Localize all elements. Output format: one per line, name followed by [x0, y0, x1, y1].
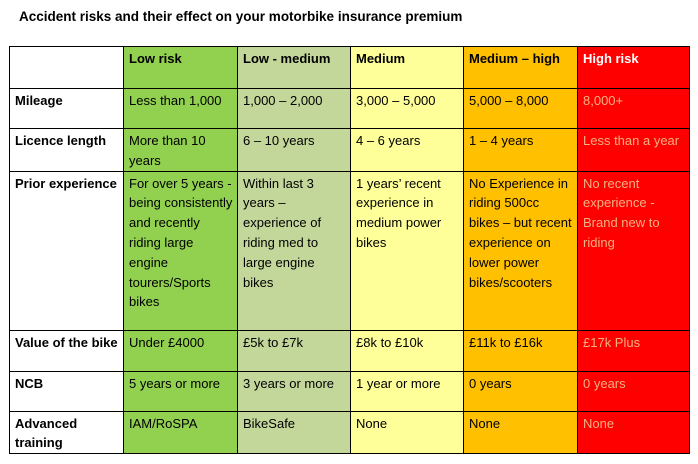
- table-row-mileage: Mileage Less than 1,000 1,000 – 2,000 3,…: [9, 88, 690, 129]
- page-title: Accident risks and their effect on your …: [19, 9, 463, 24]
- table-cell: Less than 1,000: [123, 88, 238, 129]
- column-header-high-risk: High risk: [577, 46, 690, 89]
- table-cell: Under £4000: [123, 329, 238, 372]
- risk-table: Low risk Low - medium Medium Medium – hi…: [9, 46, 690, 455]
- row-header: Mileage: [9, 88, 124, 129]
- table-cell: 8,000+: [577, 88, 690, 129]
- table-cell: Less than a year: [577, 128, 690, 172]
- row-header: Advanced training: [9, 410, 124, 455]
- table-cell: 5,000 – 8,000: [463, 88, 578, 129]
- table-cell: 1 years’ recent experience in medium pow…: [350, 170, 464, 331]
- table-cell: 5 years or more: [123, 370, 238, 412]
- table-cell: 1 year or more: [350, 370, 464, 412]
- table-cell: IAM/RoSPA: [123, 410, 238, 455]
- table-cell: 4 – 6 years: [350, 128, 464, 172]
- table-cell: 1,000 – 2,000: [237, 88, 351, 129]
- table-cell: £17k Plus: [577, 329, 690, 372]
- table-cell: 3,000 – 5,000: [350, 88, 464, 129]
- table-cell: £5k to £7k: [237, 329, 351, 372]
- row-header: Licence length: [9, 128, 124, 172]
- column-header-medium: Medium: [350, 46, 464, 89]
- row-header: Prior experience: [9, 170, 124, 331]
- table-cell: £11k to £16k: [463, 329, 578, 372]
- table-cell: 0 years: [463, 370, 578, 412]
- header-row: Low risk Low - medium Medium Medium – hi…: [9, 46, 690, 89]
- table-row-value-of-bike: Value of the bike Under £4000 £5k to £7k…: [9, 329, 690, 372]
- row-header: Value of the bike: [9, 329, 124, 372]
- column-header-medium-high: Medium – high: [463, 46, 578, 89]
- table-cell: No recent experience - Brand new to ridi…: [577, 170, 690, 331]
- table-row-licence-length: Licence length More than 10 years 6 – 10…: [9, 128, 690, 172]
- table-cell: Within last 3 years – experience of ridi…: [237, 170, 351, 331]
- table-cell: None: [577, 410, 690, 455]
- table-cell: BikeSafe: [237, 410, 351, 455]
- table-cell: None: [350, 410, 464, 455]
- table-row-ncb: NCB 5 years or more 3 years or more 1 ye…: [9, 370, 690, 412]
- table-row-advanced-training: Advanced training IAM/RoSPA BikeSafe Non…: [9, 410, 690, 455]
- table-cell: 3 years or more: [237, 370, 351, 412]
- table-row-prior-experience: Prior experience For over 5 years - bein…: [9, 170, 690, 331]
- column-header-low-risk: Low risk: [123, 46, 238, 89]
- table-cell: 1 – 4 years: [463, 128, 578, 172]
- table-cell: No Experience in riding 500cc bikes – bu…: [463, 170, 578, 331]
- table-cell: 0 years: [577, 370, 690, 412]
- column-header-low-medium: Low - medium: [237, 46, 351, 89]
- table-cell: None: [463, 410, 578, 455]
- corner-cell: [9, 46, 124, 89]
- table-cell: More than 10 years: [123, 128, 238, 172]
- table-cell: For over 5 years - being consistently an…: [123, 170, 238, 331]
- row-header: NCB: [9, 370, 124, 412]
- table-cell: £8k to £10k: [350, 329, 464, 372]
- table-cell: 6 – 10 years: [237, 128, 351, 172]
